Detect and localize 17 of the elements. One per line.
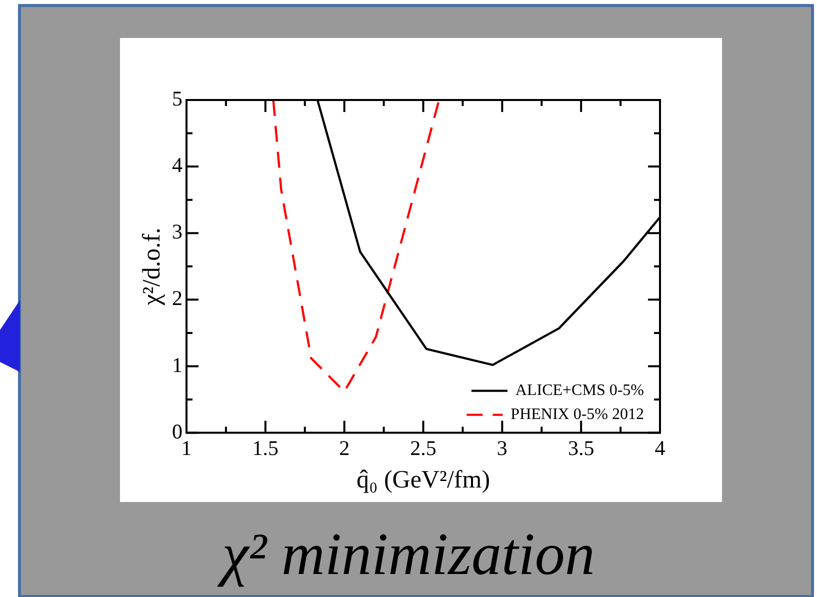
y-tick-label: 5 (172, 86, 182, 111)
legend-label: ALICE+CMS 0-5% (515, 382, 644, 400)
x-tick-label: 3 (496, 436, 508, 460)
x-tick-label: 4 (654, 436, 666, 460)
y-tick-label: 2 (172, 286, 182, 310)
y-tick-label: 4 (172, 153, 183, 178)
x-tick-label: 3.5 (568, 436, 594, 460)
x-tick-label: 2 (339, 436, 350, 460)
x-tick-label: 2.5 (410, 436, 436, 460)
y-tick-label: 1 (172, 352, 182, 377)
x-tick-label: 1.5 (252, 436, 279, 460)
x-axis-title: q̂₀ (GeV²/fm) (356, 466, 490, 494)
legend-label: PHENIX 0-5% 2012 (510, 406, 644, 424)
y-axis-title: χ²/d.o.f. (138, 228, 166, 306)
y-tick-label: 0 (172, 419, 182, 444)
text: χ² minimization (216, 520, 596, 589)
y-tick-label: 3 (172, 220, 182, 244)
